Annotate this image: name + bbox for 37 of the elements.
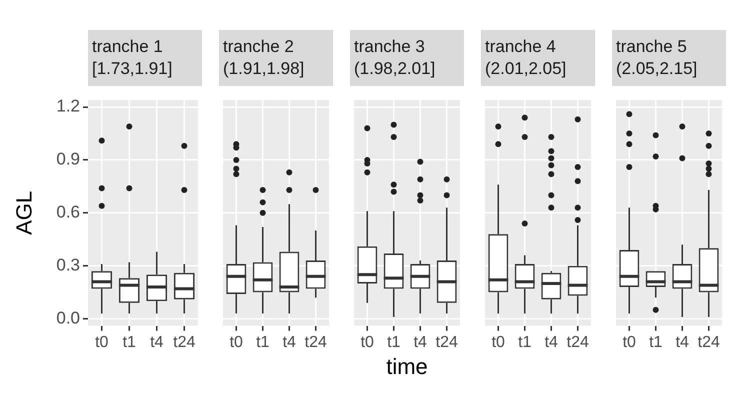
y-tick-label: 1.2 (56, 96, 80, 116)
chart-subtitle: (2.05,2.15] (616, 58, 698, 80)
chart-subtitle: (1.98,2.01] (354, 58, 436, 80)
chart-title: tranche 3 (354, 36, 426, 58)
x-tick-label: t0 (230, 334, 244, 351)
y-tick-label: 0.3 (56, 256, 80, 275)
x-tick-label: t4 (676, 334, 690, 351)
x-tick-label: t1 (649, 334, 663, 351)
x-tick-label: t4 (150, 334, 164, 351)
x-tick-label: t0 (622, 334, 636, 351)
y-axis-title: AGL (11, 190, 36, 235)
x-tick-label: t24 (698, 334, 720, 351)
chart-title: tranche 5 (616, 36, 688, 58)
x-tick-label: t1 (518, 334, 532, 351)
x-tick-label: t0 (360, 334, 374, 351)
x-tick-label: t24 (566, 334, 589, 351)
x-tick-label: t1 (122, 334, 136, 351)
chart-title: tranche 1 (92, 36, 164, 58)
x-tick-label: t24 (436, 334, 458, 351)
chart-title: tranche 4 (485, 36, 557, 58)
x-tick-label: t0 (492, 334, 506, 351)
x-tick-label: t4 (414, 334, 428, 351)
x-tick-label: t24 (173, 334, 196, 351)
chart-title: tranche 2 (223, 36, 295, 58)
x-tick-label: t24 (304, 334, 327, 351)
x-tick-label: t0 (95, 334, 109, 351)
y-tick-label: 0.0 (56, 308, 80, 328)
x-axis-title: time (385, 354, 429, 380)
y-tick-label: 0.9 (56, 150, 80, 169)
chart-subtitle: (2.01,2.05] (485, 58, 568, 80)
y-tick-label: 0.6 (56, 202, 80, 222)
x-tick-label: t1 (387, 334, 401, 351)
x-tick-label: t1 (256, 334, 270, 351)
chart-subtitle: (1.91,1.98] (223, 58, 306, 80)
x-tick-label: t4 (282, 334, 296, 351)
x-tick-label: t4 (544, 334, 558, 351)
chart-subtitle: [1.73,1.91] (92, 58, 174, 80)
